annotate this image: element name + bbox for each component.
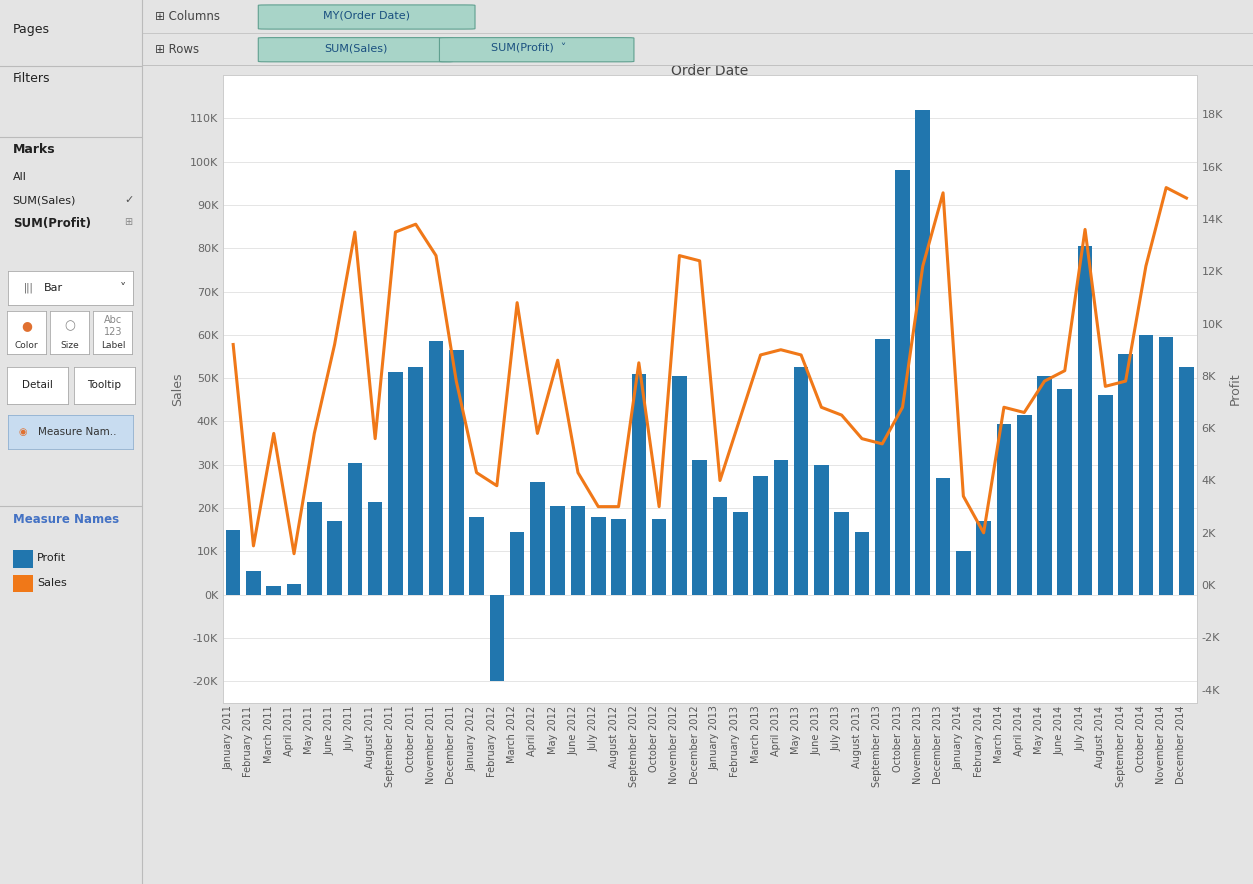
Bar — [672, 376, 687, 595]
Text: Pages: Pages — [13, 23, 50, 36]
Bar — [1017, 415, 1031, 595]
Bar — [855, 532, 870, 595]
Bar — [1037, 376, 1051, 595]
Bar — [408, 368, 424, 595]
Bar — [510, 532, 525, 595]
Text: Order Date: Order Date — [672, 64, 748, 78]
Bar — [1139, 335, 1153, 595]
Bar — [1159, 337, 1174, 595]
FancyBboxPatch shape — [258, 5, 475, 29]
Text: SUM(Profit)  ˅: SUM(Profit) ˅ — [491, 43, 566, 53]
Bar — [773, 461, 788, 595]
Bar — [996, 423, 1011, 595]
Bar — [936, 477, 950, 595]
Text: Color: Color — [15, 341, 39, 350]
Bar — [570, 506, 585, 595]
Text: Measure Names: Measure Names — [13, 513, 119, 526]
Bar — [13, 575, 33, 592]
Bar — [1078, 246, 1093, 595]
Bar — [287, 583, 301, 595]
Text: Tooltip: Tooltip — [86, 380, 122, 391]
Bar — [490, 595, 504, 682]
Bar — [307, 501, 322, 595]
Bar — [13, 550, 33, 568]
Bar — [591, 516, 605, 595]
Text: Detail: Detail — [23, 380, 53, 391]
Text: Marks: Marks — [13, 143, 55, 156]
Bar — [226, 530, 241, 595]
Text: Sales: Sales — [36, 577, 66, 588]
Bar — [327, 521, 342, 595]
Text: SUM(Sales): SUM(Sales) — [325, 43, 387, 53]
Text: ◉: ◉ — [19, 427, 28, 438]
Text: |||: ||| — [24, 283, 33, 293]
Text: ●: ● — [21, 319, 33, 332]
Bar — [652, 519, 667, 595]
Bar — [611, 519, 625, 595]
Bar — [530, 482, 545, 595]
Y-axis label: Sales: Sales — [172, 372, 184, 406]
Text: ✓: ✓ — [124, 195, 134, 205]
Text: ○: ○ — [64, 319, 75, 332]
Bar — [368, 501, 382, 595]
Text: Measure Nam..: Measure Nam.. — [38, 427, 117, 438]
Bar — [246, 571, 261, 595]
Text: SUM(Sales): SUM(Sales) — [13, 195, 76, 205]
FancyBboxPatch shape — [258, 38, 452, 62]
Text: SUM(Profit): SUM(Profit) — [13, 217, 90, 231]
Bar — [1098, 395, 1113, 595]
Bar — [875, 339, 890, 595]
Bar — [1119, 354, 1133, 595]
Bar — [895, 171, 910, 595]
Bar — [347, 462, 362, 595]
Text: ⊞: ⊞ — [124, 217, 133, 227]
Bar — [1179, 368, 1194, 595]
Bar — [814, 465, 828, 595]
Bar — [713, 497, 727, 595]
Bar — [470, 516, 484, 595]
Bar — [693, 461, 707, 595]
Bar — [916, 110, 930, 595]
Bar — [976, 521, 991, 595]
Text: Abc
123: Abc 123 — [104, 316, 122, 337]
Text: ⊞ Rows: ⊞ Rows — [155, 42, 199, 56]
Text: MY(Order Date): MY(Order Date) — [323, 11, 410, 20]
Text: All: All — [13, 172, 26, 182]
Text: Size: Size — [60, 341, 79, 350]
Bar — [753, 476, 768, 595]
Text: Profit: Profit — [36, 552, 66, 563]
Bar — [956, 552, 971, 595]
Bar — [1058, 389, 1073, 595]
Bar — [794, 368, 808, 595]
Y-axis label: Profit: Profit — [1228, 373, 1242, 405]
FancyBboxPatch shape — [440, 38, 634, 62]
Bar — [429, 341, 444, 595]
Text: Label: Label — [100, 341, 125, 350]
Bar — [550, 506, 565, 595]
Text: ⊞ Columns: ⊞ Columns — [155, 10, 221, 23]
Text: Filters: Filters — [13, 72, 50, 86]
Bar — [388, 371, 402, 595]
Text: ˅: ˅ — [120, 282, 127, 294]
Text: Bar: Bar — [44, 283, 63, 293]
Bar — [632, 374, 647, 595]
Bar — [834, 513, 850, 595]
Bar — [449, 350, 464, 595]
Bar — [267, 586, 281, 595]
Bar — [733, 513, 748, 595]
